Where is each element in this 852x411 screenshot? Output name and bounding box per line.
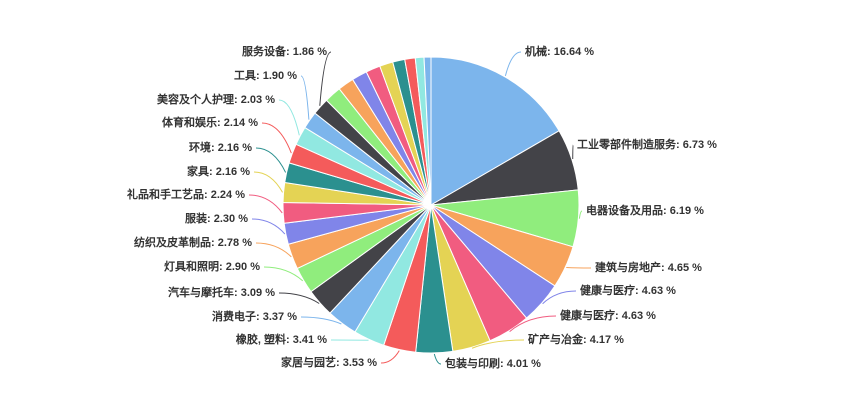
label-connector-20 xyxy=(300,75,310,120)
slice-label-13: 纺织及皮革制品: 2.78 % xyxy=(134,237,252,249)
label-connector-21 xyxy=(319,51,332,106)
label-connector-8 xyxy=(380,350,400,364)
slice-label-7: 包装与印刷: 4.01 % xyxy=(445,358,541,370)
label-connector-4 xyxy=(542,290,577,305)
slice-label-14: 服装: 2.30 % xyxy=(185,213,248,225)
label-connector-0 xyxy=(504,51,522,77)
slice-label-19: 美容及个人护理: 2.03 % xyxy=(157,94,275,106)
slice-label-1: 工业零部件制造服务: 6.73 % xyxy=(577,139,717,151)
slice-label-10: 消费电子: 3.37 % xyxy=(212,311,297,323)
label-connector-6 xyxy=(471,339,525,349)
label-connector-15 xyxy=(248,194,283,214)
slice-label-5: 健康与医疗: 4.63 % xyxy=(560,310,656,322)
label-connector-14 xyxy=(251,218,286,235)
slice-label-11: 汽车与摩托车: 3.09 % xyxy=(168,287,275,299)
slice-label-21: 服务设备: 1.86 % xyxy=(242,46,327,58)
slice-label-8: 家居与园艺: 3.53 % xyxy=(281,357,377,369)
label-connector-17 xyxy=(255,147,287,173)
slice-label-12: 灯具和照明: 2.90 % xyxy=(164,261,260,273)
pie-slice-30[interactable] xyxy=(423,56,432,206)
pie-slice-0[interactable] xyxy=(430,56,560,206)
label-connector-16 xyxy=(253,171,283,193)
slice-label-6: 矿产与冶金: 4.17 % xyxy=(528,334,624,346)
slice-label-0: 机械: 16.64 % xyxy=(525,46,595,58)
label-connector-10 xyxy=(300,316,342,325)
slice-label-4: 健康与医疗: 4.63 % xyxy=(580,285,676,297)
label-connector-18 xyxy=(261,122,292,154)
label-connector-5 xyxy=(509,315,557,332)
slice-label-17: 环境: 2.16 % xyxy=(189,142,252,154)
label-connector-12 xyxy=(263,266,304,282)
label-connector-3 xyxy=(566,266,592,269)
slice-label-18: 体育和娱乐: 2.14 % xyxy=(162,117,258,129)
label-connector-2 xyxy=(578,210,583,219)
label-connector-19 xyxy=(278,99,300,136)
slice-label-3: 建筑与房地产: 4.65 % xyxy=(595,262,702,274)
label-connector-11 xyxy=(278,292,320,304)
slice-label-20: 工具: 1.90 % xyxy=(234,70,297,82)
label-connector-13 xyxy=(255,242,292,258)
slice-label-15: 礼品和手工艺品: 2.24 % xyxy=(127,189,245,201)
slice-label-2: 电器设备及用品: 6.19 % xyxy=(586,205,704,217)
slice-label-16: 家具: 2.16 % xyxy=(187,166,250,178)
label-connector-7 xyxy=(433,353,442,365)
slice-label-9: 橡胶, 塑料: 3.41 % xyxy=(235,334,327,346)
